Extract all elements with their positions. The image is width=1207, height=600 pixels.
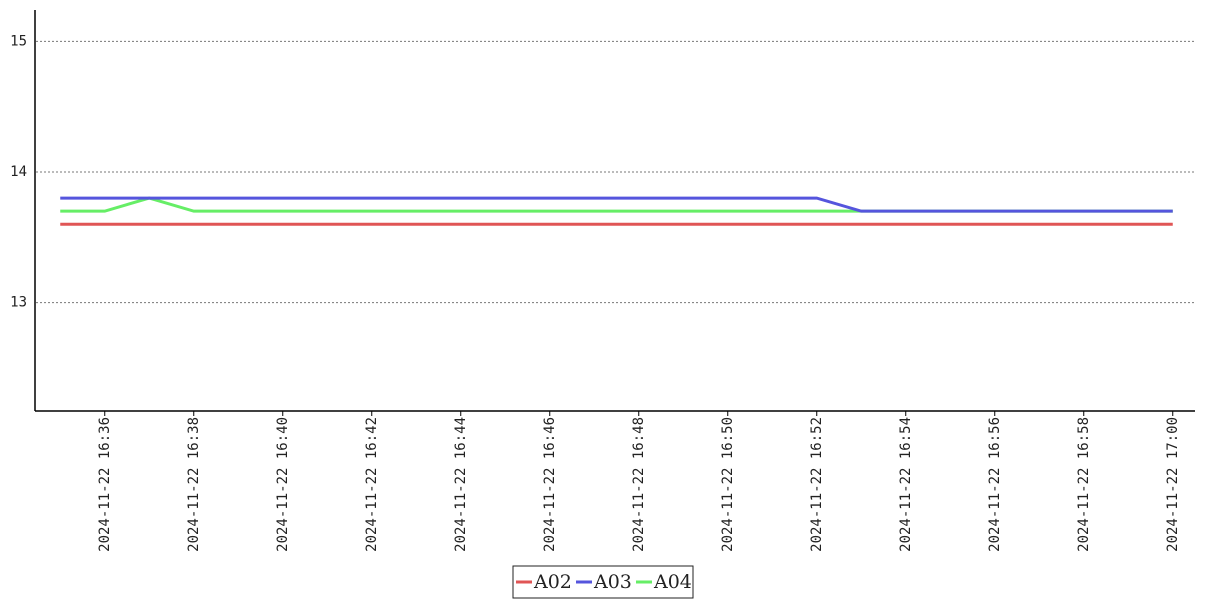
series-line: [60, 196, 1173, 213]
legend-box: [512, 565, 694, 599]
x-tick-label: 2024-11-22 16:46: [542, 417, 558, 552]
x-tick-label: 2024-11-22 16:42: [364, 417, 380, 552]
y-tick-label: 14: [10, 164, 27, 180]
x-tick-label: 2024-11-22 16:44: [453, 417, 469, 552]
x-tick-label: 2024-11-22 16:48: [631, 417, 647, 552]
x-tick-label: 2024-11-22 16:52: [809, 417, 825, 552]
x-tick-label: 2024-11-22 16:38: [186, 417, 202, 552]
x-tick-label: 2024-11-22 16:50: [720, 417, 736, 552]
x-tick-label: 2024-11-22 16:56: [987, 417, 1003, 552]
x-tick-label: 2024-11-22 17:00: [1165, 417, 1181, 552]
legend-label: A03: [593, 571, 632, 593]
x-tick-label: 2024-11-22 16:54: [898, 417, 914, 552]
x-tick-label: 2024-11-22 16:58: [1076, 417, 1092, 552]
legend-label: A02: [533, 571, 572, 593]
y-tick-label: 13: [10, 295, 27, 311]
y-tick-label: 15: [10, 33, 27, 49]
x-tick-label: 2024-11-22 16:36: [97, 417, 113, 552]
legend-label: A04: [653, 571, 692, 593]
x-tick-label: 2024-11-22 16:40: [275, 417, 291, 552]
series-line: [60, 196, 1173, 213]
